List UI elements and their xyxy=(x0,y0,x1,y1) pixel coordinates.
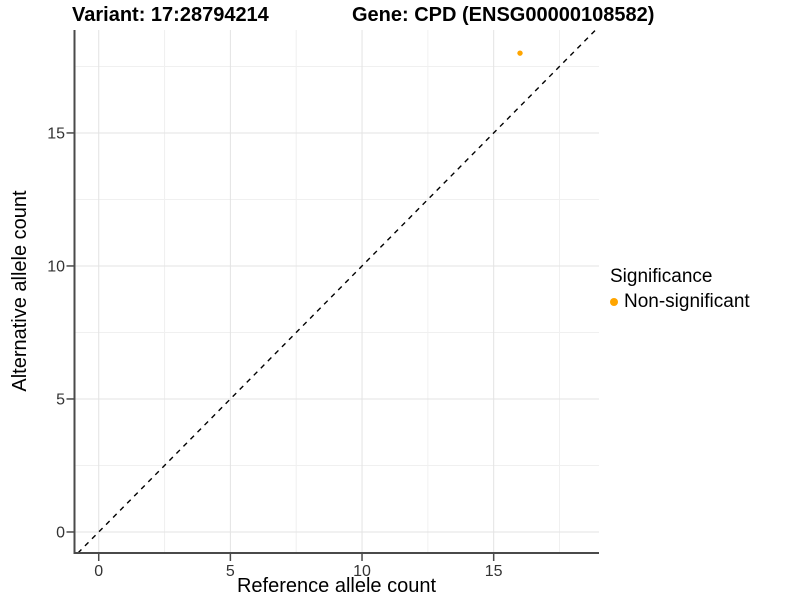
x-tick-label: 15 xyxy=(485,563,503,580)
legend-item: Non-significant xyxy=(610,291,750,313)
data-point xyxy=(517,50,523,56)
legend-title: Significance xyxy=(610,266,713,287)
y-tick-label: 5 xyxy=(56,391,65,408)
y-tick-label: 0 xyxy=(56,524,65,541)
x-tick-label: 5 xyxy=(226,563,235,580)
identity-dashed-line xyxy=(77,29,597,554)
legend-point-swatch xyxy=(610,298,618,306)
y-axis-title: Alternative allele count xyxy=(9,190,31,392)
plot-title-gene: Gene: CPD (ENSG00000108582) xyxy=(352,4,655,26)
y-tick-label: 15 xyxy=(47,125,65,142)
legend: Significance Non-significant xyxy=(610,266,750,313)
x-tick-label: 10 xyxy=(353,563,371,580)
y-tick-label: 10 xyxy=(47,258,65,275)
plot-title-variant: Variant: 17:28794214 xyxy=(72,4,269,26)
x-axis-title: Reference allele count xyxy=(236,575,436,597)
x-tick-label: 0 xyxy=(94,563,103,580)
legend-item-label: Non-significant xyxy=(624,291,750,312)
